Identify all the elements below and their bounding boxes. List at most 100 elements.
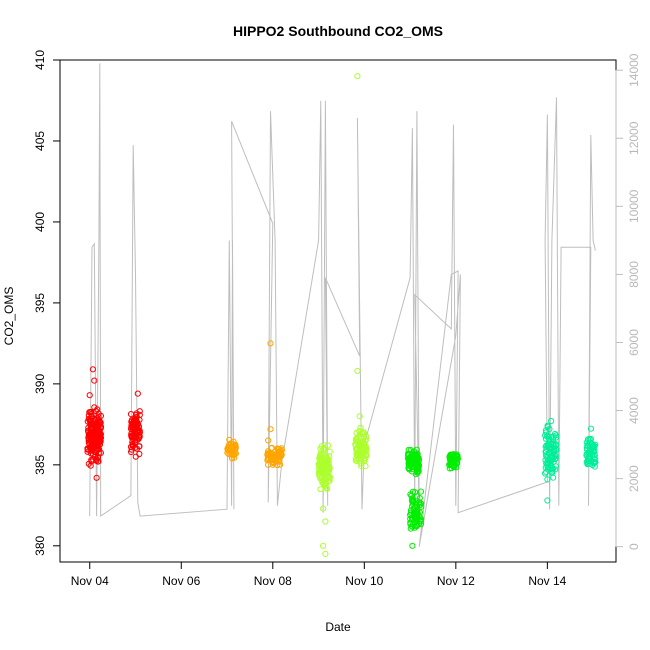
- y2-tick-label: 8000: [627, 261, 641, 288]
- data-point: [276, 461, 284, 468]
- y-tick-label: 405: [33, 131, 47, 151]
- data-point: [87, 428, 94, 435]
- data-point: [320, 445, 327, 452]
- data-point: [542, 464, 549, 471]
- data-point: [136, 450, 143, 458]
- data-point: [405, 464, 413, 471]
- data-point: [326, 448, 333, 455]
- data-point: [134, 390, 141, 397]
- y2-tick-label: 4000: [627, 397, 641, 424]
- data-point: [96, 417, 103, 424]
- data-point: [136, 411, 143, 418]
- y-tick-label: 390: [33, 374, 47, 394]
- data-point: [359, 430, 366, 437]
- data-point: [546, 449, 553, 456]
- data-point: [356, 441, 363, 448]
- data-point: [357, 424, 364, 431]
- data-point: [409, 523, 416, 530]
- data-point: [267, 340, 274, 347]
- data-point: [97, 423, 105, 430]
- data-point: [353, 436, 360, 443]
- y-tick-label: 400: [33, 212, 47, 232]
- data-point: [231, 454, 238, 461]
- y-tick-label: 380: [33, 535, 47, 555]
- data-point: [587, 425, 595, 432]
- y-tick-label: 395: [33, 293, 47, 313]
- data-point: [409, 495, 416, 502]
- data-point: [551, 447, 558, 454]
- data-point: [354, 73, 361, 80]
- data-point: [87, 421, 94, 428]
- x-axis-label: Date: [325, 620, 351, 634]
- x-tick-label: Nov 10: [345, 574, 383, 588]
- data-point: [317, 486, 324, 493]
- data-point: [544, 497, 551, 504]
- data-point: [91, 377, 98, 384]
- y2-tick-label: 6000: [627, 329, 641, 356]
- y2-series-line-0: [89, 63, 596, 547]
- data-point: [93, 474, 100, 481]
- data-point: [269, 452, 276, 459]
- data-point: [320, 542, 327, 549]
- data-point: [95, 438, 103, 446]
- data-point: [446, 453, 453, 460]
- y-axis-label: CO2_OMS: [2, 287, 16, 346]
- data-point: [89, 366, 97, 373]
- chart-title: HIPPO2 Southbound CO2_OMS: [233, 23, 443, 39]
- data-point: [542, 470, 549, 477]
- data-point: [543, 469, 550, 476]
- y2-axis: 0 2000 4000 6000 8000 10000 12000 14000: [615, 53, 641, 550]
- y2-tick-label: 14000: [627, 53, 641, 87]
- y2-series-lines: [89, 63, 596, 547]
- data-point: [229, 449, 236, 456]
- data-point: [94, 454, 102, 461]
- data-point: [323, 464, 330, 472]
- data-point: [549, 464, 556, 471]
- data-point: [447, 460, 454, 467]
- data-point: [353, 429, 360, 436]
- data-point: [278, 451, 285, 458]
- data-point: [408, 514, 415, 521]
- data-point: [542, 448, 550, 455]
- data-point: [588, 448, 595, 455]
- data-point: [408, 457, 415, 464]
- data-point: [86, 392, 93, 399]
- data-point: [92, 453, 99, 460]
- x-tick-label: Nov 06: [162, 574, 200, 588]
- data-point: [548, 417, 555, 425]
- data-point: [544, 442, 551, 449]
- data-point: [267, 426, 274, 433]
- data-point: [412, 461, 419, 469]
- data-point: [86, 409, 93, 416]
- data-point: [416, 499, 423, 506]
- y2-tick-label: 0: [627, 543, 641, 550]
- data-point: [590, 460, 598, 467]
- data-point: [551, 430, 559, 438]
- x-tick-label: Nov 04: [71, 574, 109, 588]
- data-point: [413, 456, 420, 463]
- data-point: [130, 418, 137, 425]
- y2-tick-label: 12000: [627, 121, 641, 155]
- data-point: [320, 480, 327, 487]
- data-point: [413, 453, 421, 460]
- y2-tick-label: 10000: [627, 189, 641, 223]
- y-axis: 380 385 390 395 400 405 410: [33, 50, 61, 556]
- data-point: [362, 442, 369, 449]
- data-point: [97, 437, 104, 444]
- data-point: [133, 428, 141, 435]
- data-point: [136, 443, 143, 450]
- data-point: [592, 456, 599, 463]
- data-point: [363, 451, 370, 458]
- data-point: [274, 462, 281, 469]
- data-point: [544, 460, 551, 467]
- data-point: [232, 441, 239, 448]
- data-point: [417, 488, 424, 495]
- y-tick-label: 385: [33, 455, 47, 475]
- data-point: [91, 404, 98, 411]
- data-point: [322, 550, 329, 558]
- data-point: [320, 451, 327, 458]
- data-point: [136, 433, 143, 440]
- data-point: [87, 462, 94, 469]
- y2-tick-label: 2000: [627, 465, 641, 492]
